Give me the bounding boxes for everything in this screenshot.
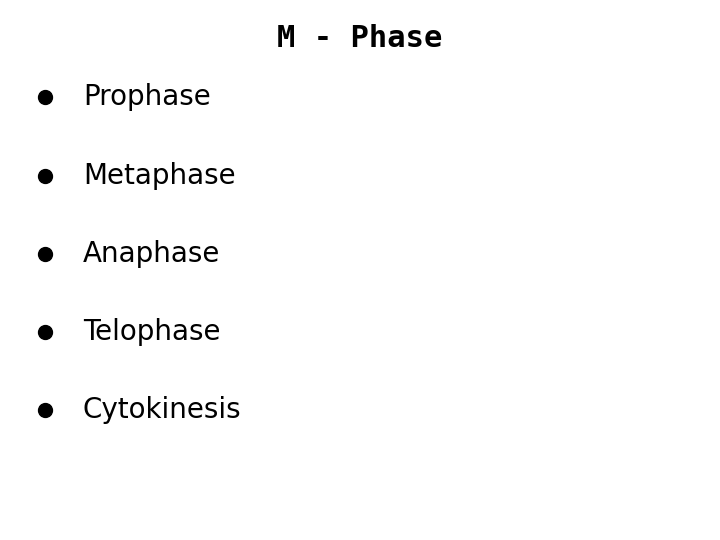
Point	[40, 328, 51, 336]
Point	[40, 249, 51, 258]
Text: Cytokinesis: Cytokinesis	[83, 396, 241, 424]
Point	[40, 406, 51, 415]
Text: Anaphase: Anaphase	[83, 240, 220, 268]
Text: Metaphase: Metaphase	[83, 161, 235, 190]
Point	[40, 93, 51, 102]
Text: Telophase: Telophase	[83, 318, 220, 346]
Text: M - Phase: M - Phase	[277, 24, 443, 53]
Point	[40, 171, 51, 180]
Text: Prophase: Prophase	[83, 83, 210, 111]
